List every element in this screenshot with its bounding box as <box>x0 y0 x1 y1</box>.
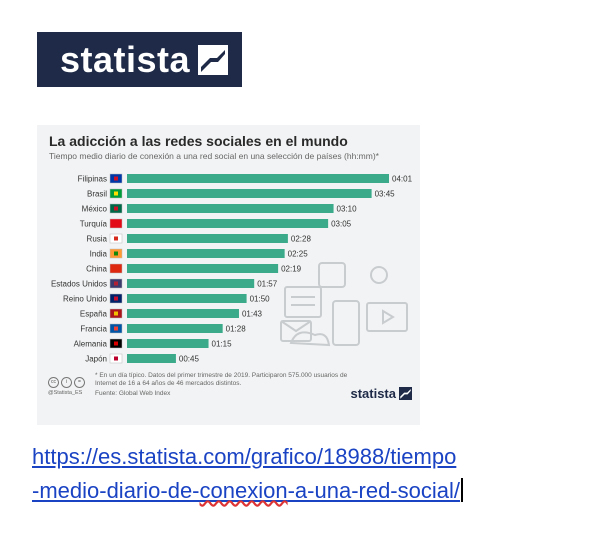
value-label: 01:50 <box>250 295 271 304</box>
text-cursor <box>461 478 463 502</box>
bar <box>127 249 285 258</box>
chart-title: La adicción a las redes sociales en el m… <box>49 133 348 149</box>
flag-emblem <box>114 296 118 301</box>
flag-emblem <box>114 251 118 256</box>
value-label: 00:45 <box>179 355 200 364</box>
value-label: 02:19 <box>281 265 302 274</box>
link-part: -a-una-red-social/ <box>287 478 460 503</box>
value-label: 01:15 <box>212 340 233 349</box>
link-part: https://es.statista.com/grafico/18988/ti… <box>32 444 457 469</box>
flag-emblem <box>114 191 118 196</box>
value-label: 04:01 <box>392 175 413 184</box>
flag-emblem <box>114 311 118 316</box>
flag-emblem <box>114 266 118 271</box>
footer-logo: statista <box>350 386 412 401</box>
logo-text: statista <box>60 38 191 80</box>
value-label: 02:25 <box>288 250 309 259</box>
statista-mark-icon <box>198 44 229 75</box>
value-label: 03:45 <box>375 190 396 199</box>
statista-logo: statista <box>37 32 242 87</box>
credit: @Statista_ES <box>48 390 83 396</box>
flag-emblem <box>114 176 118 181</box>
flag-emblem <box>114 341 118 346</box>
category-label: México <box>82 205 108 214</box>
statista-mark-icon <box>399 387 412 400</box>
value-label: 01:57 <box>257 280 278 289</box>
chart-source: Fuente: Global Web Index <box>95 390 171 397</box>
bar <box>127 324 223 333</box>
value-label: 03:05 <box>331 220 352 229</box>
category-label: Filipinas <box>78 175 107 184</box>
bar <box>127 309 239 318</box>
bar <box>127 264 279 273</box>
category-label: Turquía <box>80 220 108 229</box>
bar <box>127 339 209 348</box>
nd-icon: = <box>74 377 85 388</box>
bar <box>127 204 334 213</box>
bar-chart: Filipinas 04:01 Brasil 03:45 México 03:10 Turq… <box>51 173 413 364</box>
by-icon: i <box>61 377 72 388</box>
category-label: Alemania <box>74 340 108 349</box>
infographic: La adicción a las redes sociales en el m… <box>37 125 420 425</box>
category-label: Reino Unido <box>63 295 108 304</box>
social-media-illustration <box>280 262 408 347</box>
link-part-misspelled: conexion <box>199 478 288 503</box>
bar <box>127 174 389 183</box>
flag-emblem <box>114 236 118 241</box>
cc-icon: cc <box>48 377 59 388</box>
category-label: Japón <box>85 355 107 364</box>
bar <box>127 234 288 243</box>
category-label: Rusia <box>87 235 108 244</box>
category-label: Estados Unidos <box>51 280 107 289</box>
flag-emblem <box>114 356 118 361</box>
bar <box>127 189 372 198</box>
category-label: India <box>90 250 108 259</box>
license-icons: cc i = <box>48 377 85 388</box>
value-label: 02:28 <box>291 235 312 244</box>
bar <box>127 354 176 363</box>
flag-emblem <box>114 281 118 286</box>
link-part: -medio-diario-de- <box>32 478 200 503</box>
category-label: España <box>80 310 108 319</box>
category-label: Francia <box>80 325 107 334</box>
flag-emblem <box>114 206 118 211</box>
footer-logo-text: statista <box>350 386 396 401</box>
bar <box>127 219 329 228</box>
flag-emblem <box>114 326 118 331</box>
source-link[interactable]: https://es.statista.com/grafico/18988/ti… <box>32 440 572 508</box>
value-label: 03:10 <box>337 205 358 214</box>
category-label: China <box>86 265 107 274</box>
value-label: 01:28 <box>226 325 247 334</box>
value-label: 01:43 <box>242 310 263 319</box>
chart-subtitle: Tiempo medio diario de conexión a una re… <box>49 151 379 161</box>
bar <box>127 294 247 303</box>
flag-emblem <box>114 221 118 226</box>
chart-note: * En un día típico. Datos del primer tri… <box>95 372 348 387</box>
category-label: Brasil <box>87 190 107 199</box>
bar <box>127 279 255 288</box>
